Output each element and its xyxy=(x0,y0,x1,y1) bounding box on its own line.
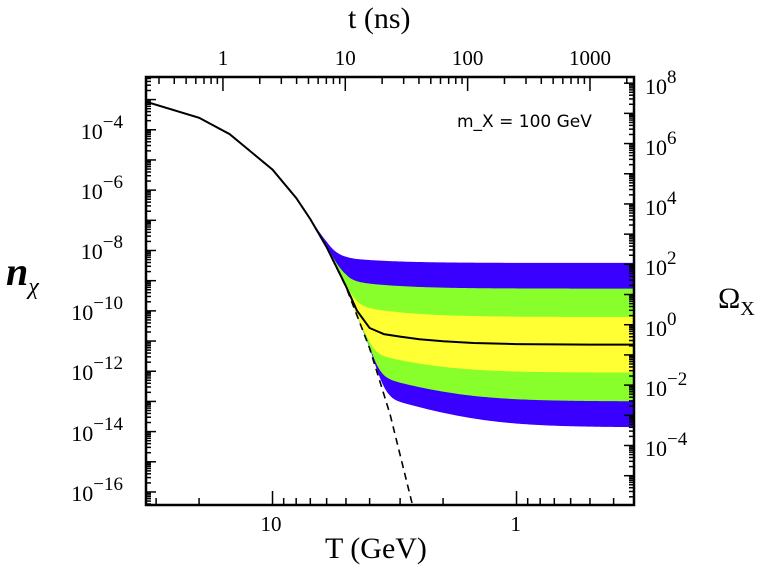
tick-label-exponent: 8 xyxy=(667,67,677,89)
left-axis-title-sub: χ xyxy=(28,274,39,300)
tick-label-exponent: −12 xyxy=(93,353,123,375)
tick-label-exponent: −14 xyxy=(93,413,123,435)
top-tick-label: 100 xyxy=(451,46,484,70)
right-tick-label: 100 xyxy=(645,309,677,342)
tick-label-exponent: 4 xyxy=(667,187,677,209)
tick-label-exponent: −2 xyxy=(667,369,688,391)
plot-frame xyxy=(144,75,636,507)
tick-label-exponent: −4 xyxy=(667,429,688,451)
tick-label-base: 10 xyxy=(80,239,103,265)
right-tick-label: 106 xyxy=(645,128,677,161)
mass-annotation: m_X = 100 GeV xyxy=(457,112,592,132)
top-axis-title: t (ns) xyxy=(348,2,411,35)
tick-label-base: 10 xyxy=(645,436,667,462)
left-tick-label: 10−10 xyxy=(71,293,123,326)
tick-label-exponent: 2 xyxy=(667,248,677,270)
left-tick-label: 10−12 xyxy=(71,353,123,386)
tick-label-base: 10 xyxy=(71,480,94,506)
tick-label-base: 10 xyxy=(645,134,667,160)
tick-label-exponent: 0 xyxy=(667,308,677,330)
top-tick-label: 1 xyxy=(217,46,229,70)
tick-label-base: 10 xyxy=(645,194,667,220)
curves xyxy=(146,100,634,505)
band-2 xyxy=(146,101,634,373)
tick-label-exponent: −4 xyxy=(102,111,123,133)
left-tick-label: 10−6 xyxy=(81,172,123,205)
top-tick-label: 10 xyxy=(334,46,356,70)
right-tick-label: 10−2 xyxy=(645,369,687,402)
left-tick-label: 10−16 xyxy=(71,474,123,507)
bottom-tick-label: 10 xyxy=(260,512,282,536)
right-axis-title-sub: X xyxy=(740,298,755,320)
tick-label-exponent: −16 xyxy=(93,473,123,495)
tick-label-exponent: −8 xyxy=(102,232,123,254)
left-tick-label: 10−8 xyxy=(81,232,123,265)
right-tick-label: 108 xyxy=(645,67,677,100)
tick-label-base: 10 xyxy=(645,255,667,281)
left-tick-label: 10−14 xyxy=(71,414,123,447)
tick-label-base: 10 xyxy=(645,376,667,402)
left-tick-label: 10−4 xyxy=(81,112,123,145)
tick-label-base: 10 xyxy=(80,118,103,144)
right-tick-label: 10−4 xyxy=(645,429,687,462)
right-tick-label: 102 xyxy=(645,248,677,281)
tick-label-base: 10 xyxy=(645,315,667,341)
top-tick-label: 1000 xyxy=(568,46,611,70)
right-tick-label: 104 xyxy=(645,188,677,221)
left-axis-title: nχ xyxy=(6,248,39,301)
tick-label-exponent: −10 xyxy=(93,292,123,314)
relic-density-curve xyxy=(146,100,634,346)
tick-label-base: 10 xyxy=(645,74,667,100)
bottom-axis-title: T (GeV) xyxy=(325,532,427,565)
bands xyxy=(146,101,634,428)
tick-label-exponent: −6 xyxy=(102,172,123,194)
tick-label-base: 10 xyxy=(71,360,94,386)
tick-label-base: 10 xyxy=(71,299,94,325)
right-axis-title-main: Ω xyxy=(718,282,741,315)
tick-label-exponent: 6 xyxy=(667,127,677,149)
left-axis-title-main: n xyxy=(6,249,29,294)
bottom-tick-label: 1 xyxy=(510,512,522,536)
tick-label-base: 10 xyxy=(80,179,103,205)
tick-label-base: 10 xyxy=(71,420,94,446)
right-axis-title: ΩX xyxy=(718,282,755,321)
